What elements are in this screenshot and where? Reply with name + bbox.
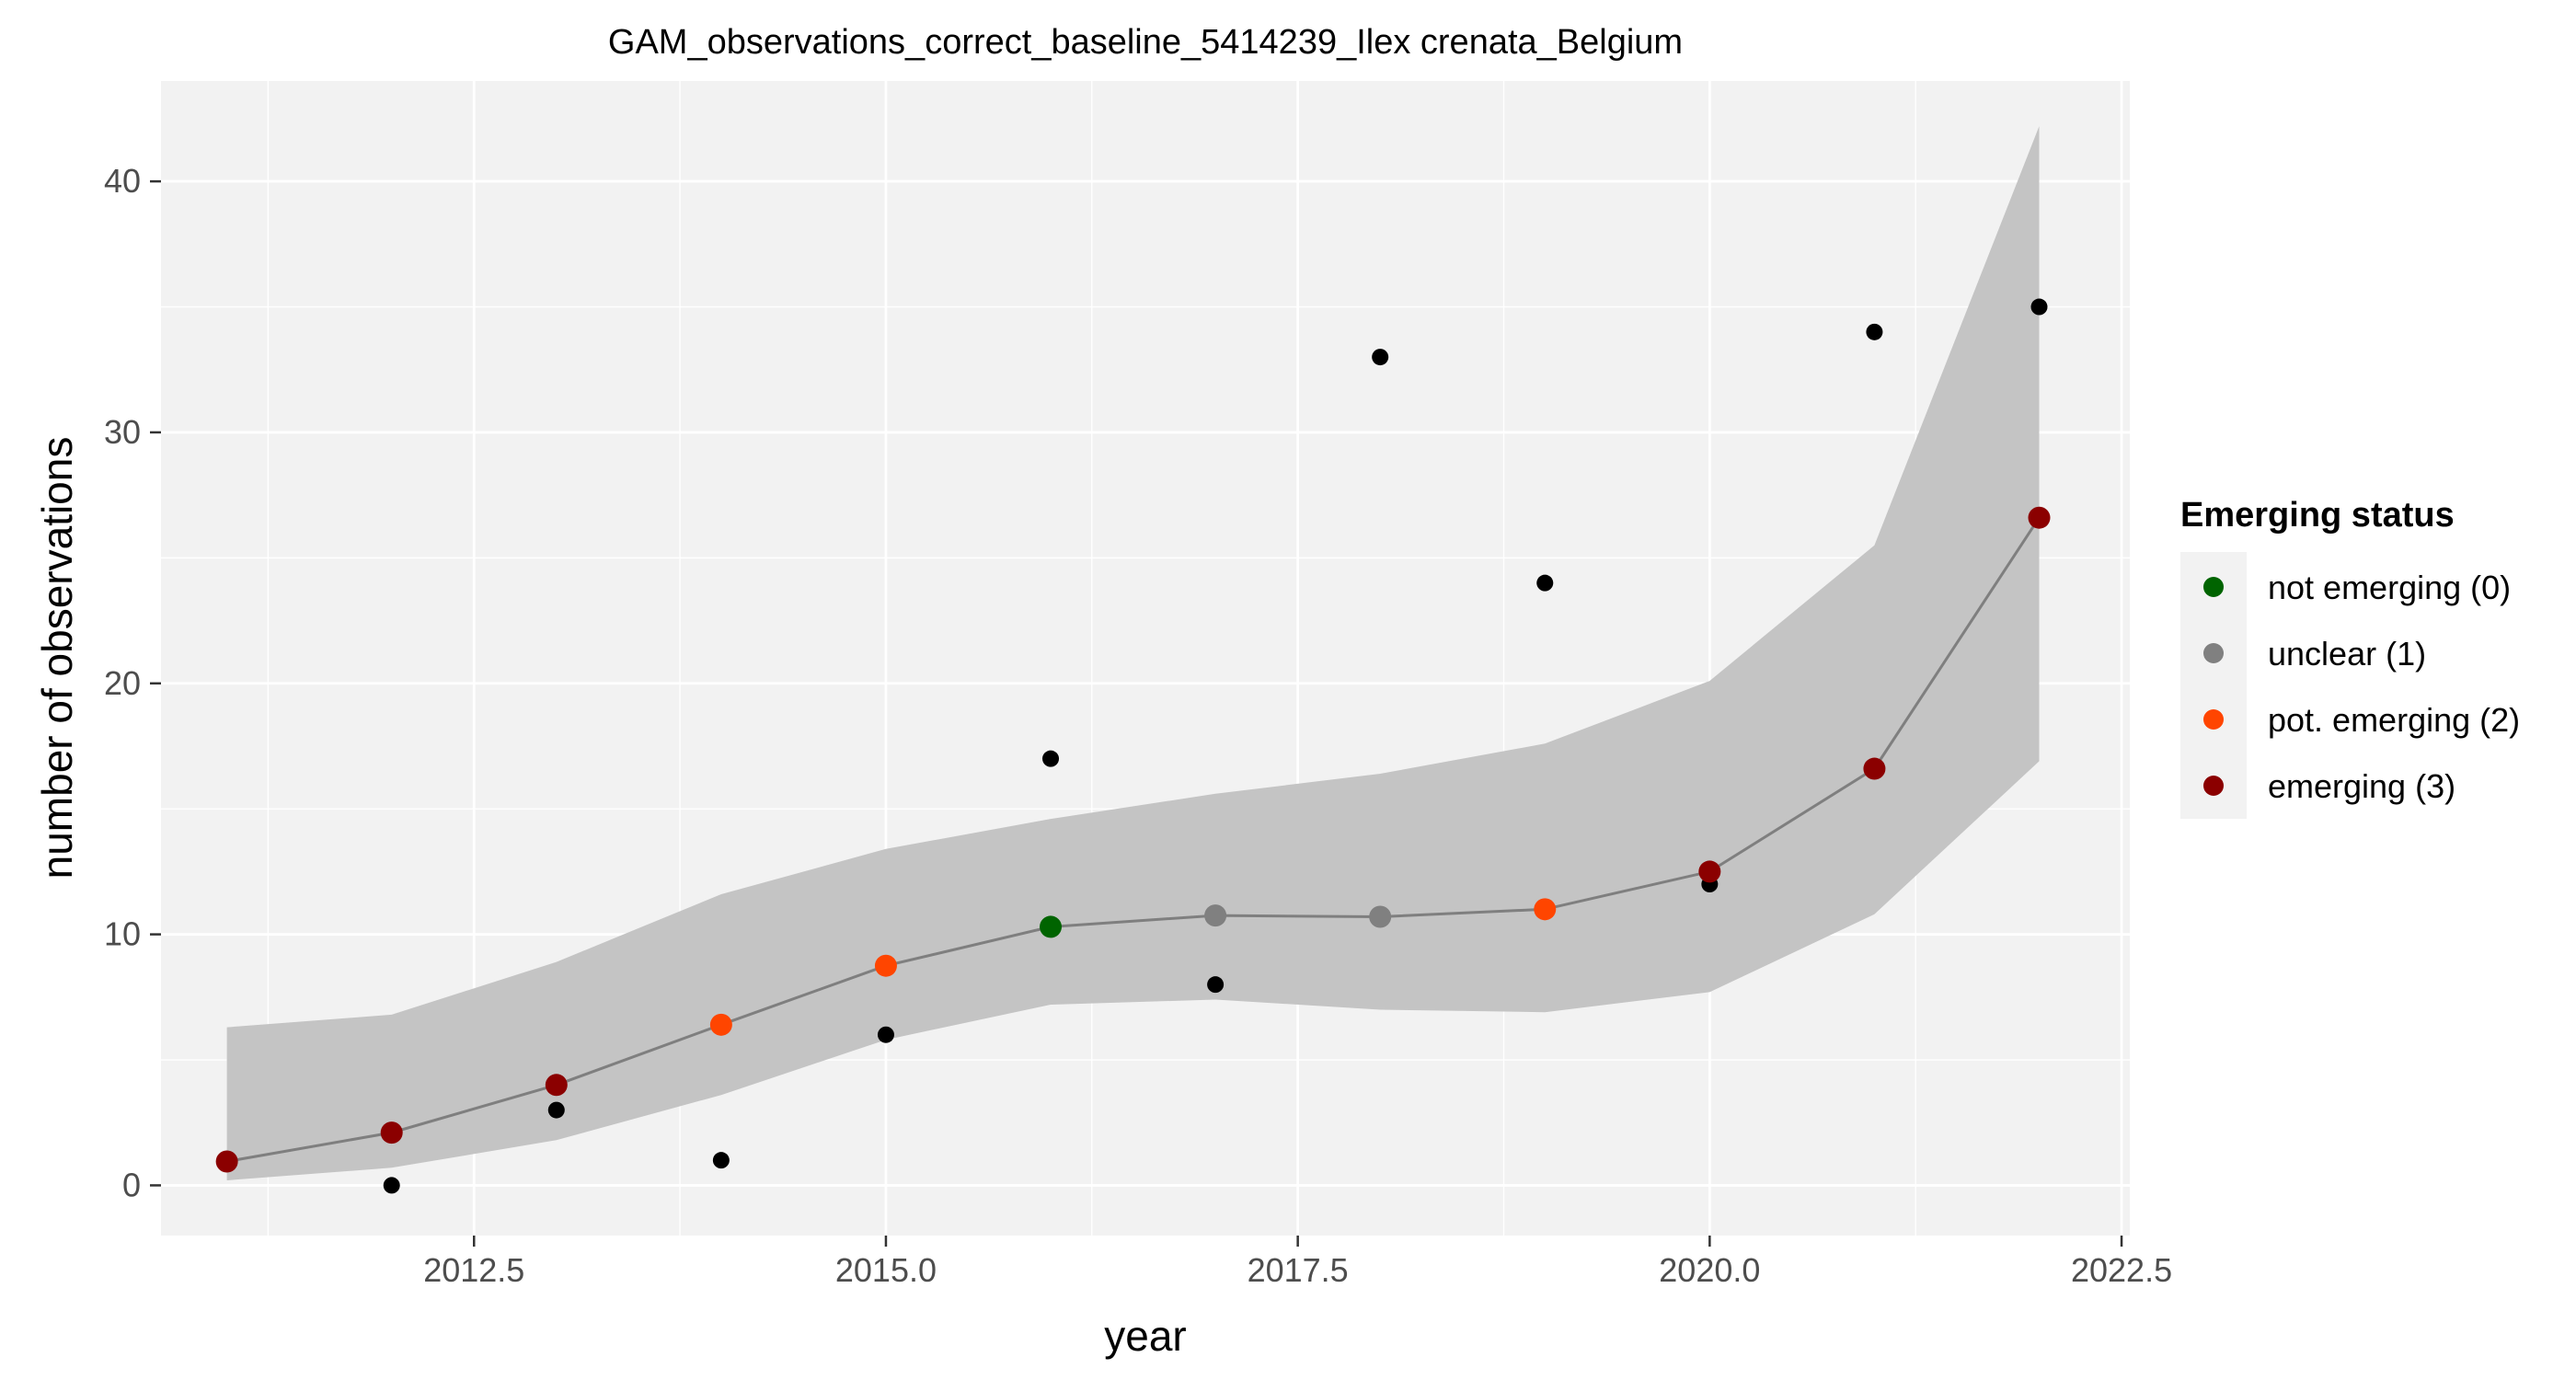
legend-label: unclear (1) [2268,635,2426,673]
y-tick-label: 20 [104,664,141,702]
observed-point [1207,976,1225,994]
fit-point [1863,757,1886,780]
x-tick-label: 2020.0 [1659,1251,1760,1289]
observed-point [712,1152,730,1169]
x-tick-label: 2015.0 [835,1251,937,1289]
y-axis-title: number of observations [33,437,81,880]
y-tick-label: 30 [104,413,141,451]
observed-point [2030,298,2048,316]
y-tick-label: 0 [122,1166,141,1203]
legend-key [2203,643,2224,663]
fit-point [1040,915,1063,938]
fit-point [545,1074,568,1097]
legend-title: Emerging status [2180,496,2455,535]
fit-point [1534,898,1557,921]
fit-point [380,1121,403,1144]
fit-line [226,516,2041,1163]
observed-point [1866,323,1883,340]
y-tick-label: 40 [104,162,141,200]
y-axis: 0 10 20 30 40 [104,162,161,1203]
observed-point [383,1177,400,1194]
y-tick-label: 10 [104,915,141,953]
legend-label: emerging (3) [2268,767,2455,805]
x-axis: 2012.5 2015.0 2017.5 2020.0 2022.5 [423,1236,2172,1289]
x-tick-label: 2022.5 [2071,1251,2172,1289]
fit-point [1698,860,1721,883]
legend-label: pot. emerging (2) [2268,701,2520,739]
legend: Emerging status not emerging (0) unclear … [2180,496,2520,819]
fit-point [2028,506,2051,529]
fit-point [874,954,897,977]
legend-key [2203,709,2224,730]
fit-point [1369,905,1392,928]
observed-point [877,1026,894,1043]
fit-points [215,506,2051,1173]
legend-key [2203,577,2224,597]
legend-key [2203,776,2224,796]
fit-point [1204,904,1227,927]
x-axis-title: year [1104,1312,1186,1360]
chart-title: GAM_observations_correct_baseline_541423… [608,23,1683,62]
x-tick-label: 2017.5 [1248,1251,1349,1289]
observed-point [1536,574,1554,592]
observed-point [547,1101,565,1119]
confidence-ribbon [226,126,2040,1181]
fit-point [215,1150,238,1173]
legend-label: not emerging (0) [2268,569,2511,606]
fit-point [709,1013,732,1036]
observed-point [1042,750,1060,767]
x-tick-label: 2012.5 [423,1251,524,1289]
observed-point [1372,349,1389,366]
